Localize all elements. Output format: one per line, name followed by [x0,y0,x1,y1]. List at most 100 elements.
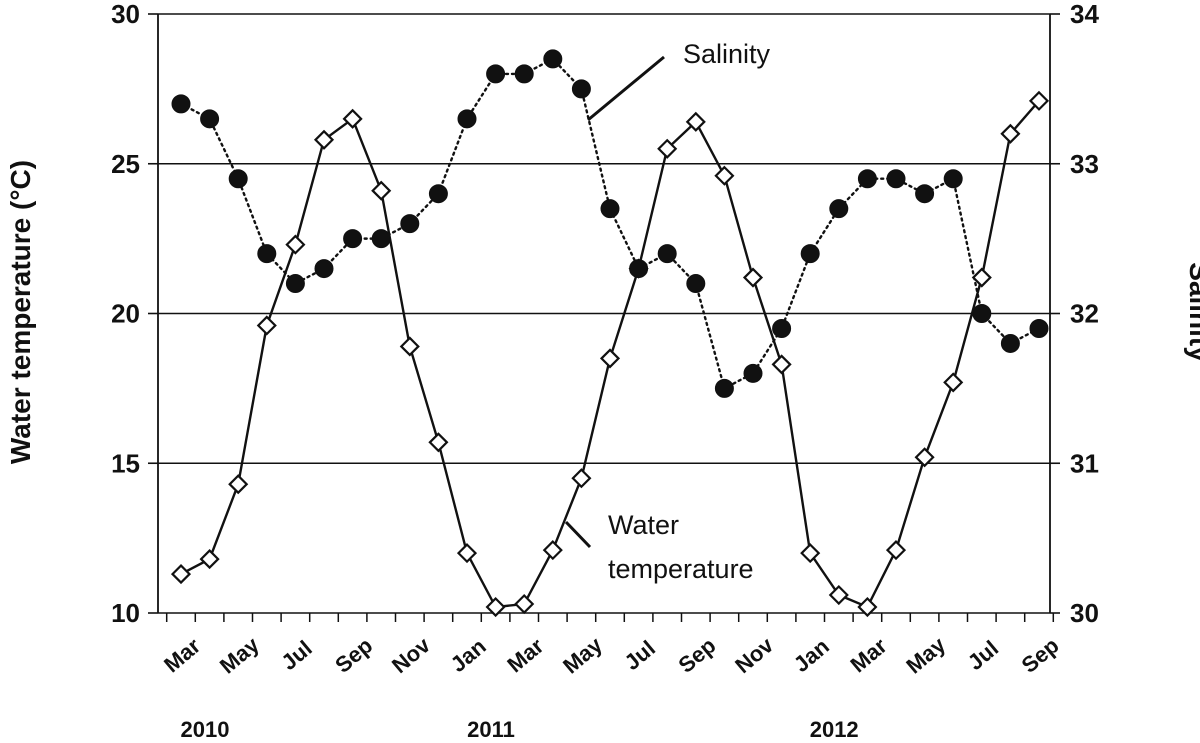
salinity-leader-line [587,55,665,122]
water-temperature-point [828,584,849,606]
salinity-point [857,169,877,189]
water-temperature-point [971,267,992,288]
salinity-point [428,184,448,204]
salinity-point [686,274,706,294]
x-tick-label: Jul [276,635,316,675]
x-tick-label: Mar [846,633,892,678]
salinity-point [886,169,906,189]
x-tick-label: Sep [1017,633,1064,678]
salinity-annotation: Salinity [587,39,771,122]
salinity-point [943,169,963,189]
left-y-tick-labels: 10 15 20 25 30 [111,0,140,628]
water-temperature-annotation-line1: Water [608,510,679,540]
x-tick-labels: Mar May Jul Sep Nov Jan Mar May Jul Sep Nov Jan Mar M… [159,631,1064,678]
salinity-point [915,184,935,204]
x-tick-label: Jul [620,635,660,675]
water-temperature-point [714,165,735,186]
year-label: 2012 [810,717,859,742]
water-temperature-point [742,267,764,288]
x-tick-label: Jan [789,633,834,677]
right-y-tick-label: 34 [1070,0,1099,29]
x-tick-label: Mar [502,633,548,678]
x-tick-label: Sep [330,633,377,678]
water-temperature-point [428,432,449,453]
salinity-point [457,109,477,129]
gridlines [158,13,1050,614]
salinity-point [657,244,677,264]
water-temperature-point [256,315,277,336]
salinity-annotation-text: Salinity [683,39,771,69]
water-temperature-point [599,348,621,369]
salinity-point [486,64,506,84]
salinity-point [343,229,363,249]
water-temperature-point [771,354,792,375]
x-tick-label: May [215,631,264,678]
right-y-tick-label: 30 [1070,598,1099,628]
water-temperature-point [485,596,506,618]
salinity-point [228,169,248,189]
salinity-point [1000,333,1020,353]
axes [148,13,1060,622]
water-temperature-point [199,549,220,570]
salinity-point [1029,318,1049,338]
salinity-point [829,199,849,219]
x-tick-label: Mar [159,633,205,678]
salinity-point [629,259,649,279]
water-temperature-point [313,129,335,150]
left-y-tick-label: 30 [111,0,140,29]
x-tick-label: Nov [387,632,435,678]
year-label: 2011 [467,717,515,742]
water-temperature-point [1028,90,1050,111]
water-temperature-point [371,180,392,201]
salinity-point [200,109,220,129]
salinity-point [543,49,563,69]
right-y-axis-title: Salinity [1184,262,1200,362]
left-y-tick-label: 20 [111,299,140,329]
water-temperature-point [857,596,878,618]
year-labels: 2010 2011 2012 [181,717,859,742]
salinity-point [743,363,763,383]
salinity-point [714,378,734,398]
water-temperature-point [514,593,535,615]
salinity-point [571,79,591,99]
water-temperature-point [170,564,192,585]
salinity-point [772,318,792,338]
salinity-point [600,199,620,219]
water-temperature-annotation: Water temperature [564,510,754,584]
water-temperature-annotation-line2: temperature [608,554,754,584]
water-temperature-point [342,108,363,129]
water-temperature-point [657,138,678,159]
salinity-point [400,214,420,234]
salinity-point [171,94,191,114]
left-y-axis-title: Water temperature (°C) [5,160,36,464]
x-tick-label: Jul [963,635,1003,675]
salinity-series-line [179,57,1041,391]
salinity-point [314,259,334,279]
right-y-tick-label: 32 [1070,299,1099,329]
water-temperature-point [885,540,907,561]
x-tick-label: Sep [673,633,720,678]
left-y-tick-label: 15 [111,448,140,478]
x-tick-label: May [901,631,950,678]
right-y-tick-label: 31 [1070,448,1099,478]
salinity-point [285,274,305,294]
water-temperature-point [1000,123,1021,144]
water-temperature-point [285,234,306,255]
water-temperature-point [542,540,563,561]
salinity-point [514,64,534,84]
water-temperature-point [456,543,478,564]
water-temperature-point [571,468,592,489]
water-temperature-point [943,372,964,393]
salinity-point [371,229,391,249]
x-tick-label: Jan [446,633,491,677]
left-y-tick-label: 25 [111,149,140,179]
right-y-tick-labels: 30 31 32 33 34 [1070,0,1099,628]
series-markers [170,49,1050,618]
salinity-point [257,244,277,264]
water-temperature-point [228,474,249,495]
salinity-point [972,304,992,323]
water-temperature-point [399,336,420,357]
x-tick-label: Nov [730,632,778,678]
water-temperature-point [914,447,935,468]
